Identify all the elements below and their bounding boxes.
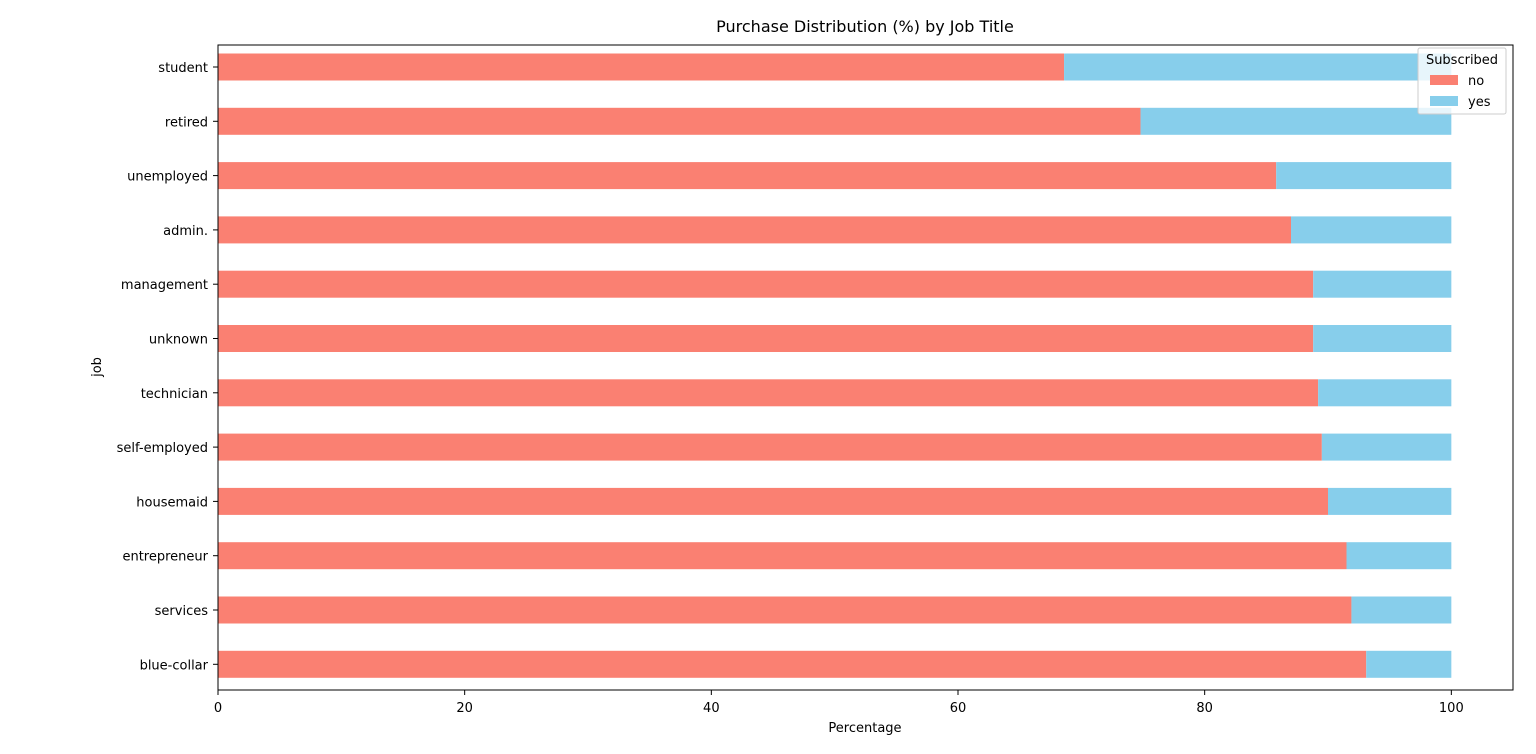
x-tick-label: 40 xyxy=(703,701,720,716)
bar-technician-no xyxy=(218,379,1319,407)
y-ticks-group: student retired unemployed admin. management… xyxy=(117,61,218,673)
bar-services-no xyxy=(218,596,1352,624)
bar-self-employed-no xyxy=(218,433,1322,461)
bar-technician-yes xyxy=(1318,379,1452,407)
x-tick-label: 20 xyxy=(456,701,473,716)
y-tick-label: unemployed xyxy=(127,170,208,185)
y-tick-label: entrepreneur xyxy=(122,550,208,565)
y-tick-label: services xyxy=(155,604,209,619)
bar-housemaid-no xyxy=(218,487,1328,515)
y-tick-label: management xyxy=(121,278,208,293)
bar-retired-no xyxy=(218,107,1141,135)
legend-title: Subscribed xyxy=(1426,53,1498,68)
bar-admin-no xyxy=(218,216,1291,244)
x-tick-label: 80 xyxy=(1196,701,1213,716)
y-tick-label: technician xyxy=(141,387,208,402)
y-tick-label: blue-collar xyxy=(140,658,209,673)
y-tick-label: housemaid xyxy=(136,495,208,510)
x-tick-label: 60 xyxy=(950,701,967,716)
y-tick-label: retired xyxy=(165,115,208,130)
bar-admin-yes xyxy=(1291,216,1452,244)
bar-entrepreneur-no xyxy=(218,542,1347,570)
bar-services-yes xyxy=(1351,596,1452,624)
chart-title: Purchase Distribution (%) by Job Title xyxy=(716,17,1014,36)
x-tick-label: 100 xyxy=(1439,701,1464,716)
bar-unknown-yes xyxy=(1313,325,1452,352)
bar-blue-collar-no xyxy=(218,650,1367,678)
y-axis-label: job xyxy=(90,357,105,378)
bar-self-employed-yes xyxy=(1321,433,1452,461)
bar-housemaid-yes xyxy=(1328,487,1452,515)
bars-group xyxy=(218,53,1452,678)
bar-unemployed-yes xyxy=(1276,162,1452,190)
bar-unknown-no xyxy=(218,325,1314,352)
bar-blue-collar-yes xyxy=(1366,650,1452,678)
legend-swatch-no xyxy=(1430,75,1458,85)
bar-student-no xyxy=(218,53,1065,81)
legend: Subscribed no yes xyxy=(1417,47,1507,115)
legend-label-no: no xyxy=(1468,74,1484,89)
bar-retired-yes xyxy=(1140,107,1452,135)
plot-frame xyxy=(217,44,1514,691)
bar-entrepreneur-yes xyxy=(1346,542,1452,570)
x-ticks-group: 0 20 40 60 80 100 xyxy=(214,690,1464,716)
x-axis-label: Percentage xyxy=(828,721,901,736)
legend-label-yes: yes xyxy=(1468,95,1491,110)
bar-management-no xyxy=(218,270,1314,298)
bar-unemployed-no xyxy=(218,162,1277,190)
x-tick-label: 0 xyxy=(214,701,222,716)
bar-student-yes xyxy=(1064,53,1452,81)
y-tick-label: self-employed xyxy=(117,441,208,456)
y-tick-label: unknown xyxy=(149,333,208,348)
legend-swatch-yes xyxy=(1430,96,1458,106)
y-tick-label: admin. xyxy=(163,224,208,239)
y-tick-label: student xyxy=(158,61,208,76)
bar-management-yes xyxy=(1313,270,1452,298)
